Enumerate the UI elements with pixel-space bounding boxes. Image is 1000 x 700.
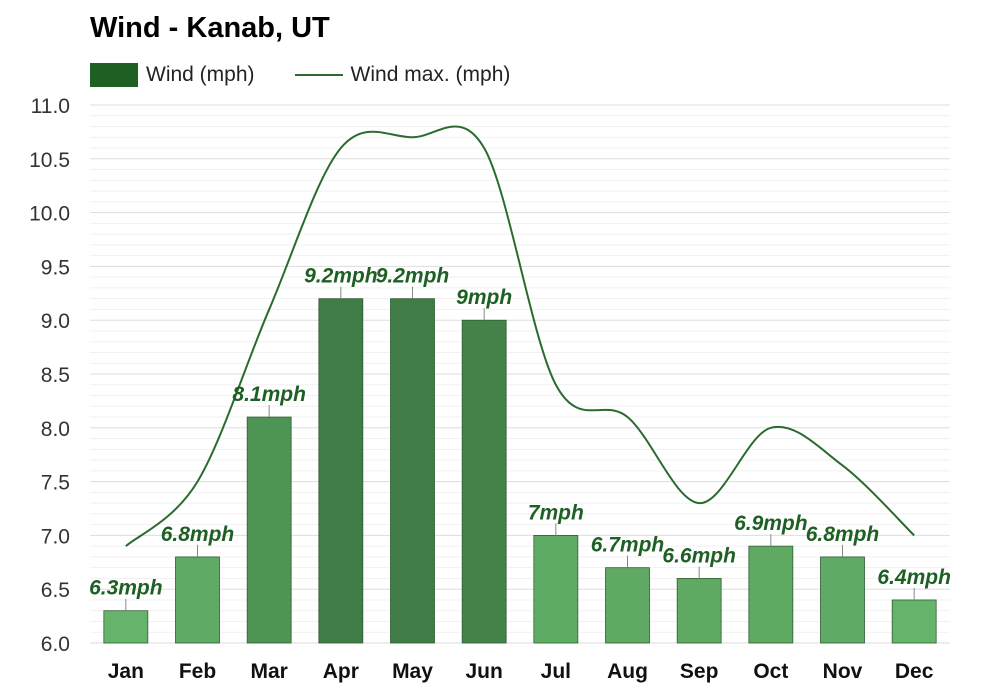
y-tick-label: 6.0 <box>41 633 70 656</box>
y-tick-label: 8.5 <box>41 364 70 387</box>
y-tick-label: 6.5 <box>41 579 70 602</box>
x-tick-label-aug: Aug <box>607 660 648 683</box>
bar-mar[interactable] <box>246 416 292 644</box>
data-label-apr: 9.2mph <box>304 265 378 288</box>
x-tick-label-apr: Apr <box>323 660 359 683</box>
y-tick-label: 9.0 <box>41 310 70 333</box>
bar-sep[interactable] <box>676 578 722 644</box>
x-tick-label-mar: Mar <box>250 660 287 683</box>
y-tick-label: 9.5 <box>41 256 70 279</box>
x-tick-label-may: May <box>392 660 433 683</box>
bar-jan[interactable] <box>103 610 149 644</box>
y-tick-label: 11.0 <box>31 95 70 118</box>
legend-swatch-bar <box>90 63 138 87</box>
x-tick-label-feb: Feb <box>179 660 216 683</box>
x-tick-label-jul: Jul <box>541 660 571 683</box>
bar-apr[interactable] <box>318 298 364 644</box>
bar-jul[interactable] <box>533 535 579 644</box>
legend: Wind (mph) Wind max. (mph) <box>90 60 550 90</box>
data-label-may: 9.2mph <box>376 265 450 288</box>
data-label-dec: 6.4mph <box>877 566 951 589</box>
y-tick-label: 8.0 <box>41 418 70 441</box>
bar-aug[interactable] <box>605 567 650 644</box>
legend-label-wind: Wind (mph) <box>146 63 255 86</box>
y-tick-label: 10.5 <box>29 149 70 172</box>
bar-may[interactable] <box>390 298 435 644</box>
data-label-aug: 6.7mph <box>591 534 665 557</box>
wind-max-line[interactable] <box>125 125 915 547</box>
data-label-mar: 8.1mph <box>232 383 306 406</box>
legend-label-wind-max: Wind max. (mph) <box>350 63 511 86</box>
data-label-jul: 7mph <box>528 501 584 524</box>
chart-title: Wind - Kanab, UT <box>90 12 330 44</box>
data-label-jan: 6.3mph <box>89 577 163 600</box>
y-tick-label: 7.5 <box>41 472 70 495</box>
x-tick-label-oct: Oct <box>753 660 788 683</box>
x-tick-label-jan: Jan <box>108 660 144 683</box>
data-label-feb: 6.8mph <box>161 523 235 546</box>
x-tick-label-nov: Nov <box>823 660 863 683</box>
bar-dec[interactable] <box>891 599 937 644</box>
legend-item-wind[interactable]: Wind (mph) <box>90 63 255 87</box>
data-label-nov: 6.8mph <box>806 523 880 546</box>
bar-jun[interactable] <box>461 319 507 644</box>
bar-nov[interactable] <box>820 556 865 644</box>
x-tick-label-sep: Sep <box>680 660 719 683</box>
legend-item-wind-max[interactable]: Wind max. (mph) <box>294 63 511 87</box>
x-tick-label-dec: Dec <box>895 660 934 683</box>
data-label-oct: 6.9mph <box>734 512 808 535</box>
bar-oct[interactable] <box>748 545 794 644</box>
x-tick-label-jun: Jun <box>465 660 502 683</box>
data-label-jun: 9mph <box>456 286 512 309</box>
y-tick-label: 10.0 <box>29 203 70 226</box>
legend-swatch-line <box>294 74 343 76</box>
y-tick-label: 7.0 <box>41 525 70 548</box>
data-label-sep: 6.6mph <box>662 544 736 567</box>
bar-feb[interactable] <box>175 556 220 644</box>
